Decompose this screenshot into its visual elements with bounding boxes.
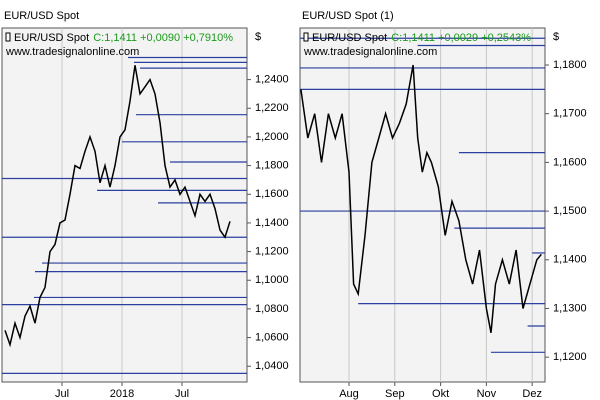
y-tick-label: 1,0600 [255,331,289,343]
y-tick-label: 1,1200 [255,245,289,257]
x-tick-label: Okt [432,388,449,400]
y-tick-label: 1,1300 [553,302,587,314]
y-tick-label: 1,1700 [553,108,587,120]
legend-name: EUR/USD Spot [312,32,387,44]
panel-title: EUR/USD Spot (1) [302,10,394,22]
x-tick-label: Sep [385,388,405,400]
price-line [300,64,542,333]
y-tick-label: 1,1400 [255,217,289,229]
y-tick-label: 1,1800 [255,159,289,171]
y-tick-label: 1,2400 [255,74,289,86]
price-line [4,65,231,348]
watermark: www.tradesignalonline.com [5,46,139,58]
x-tick-label: 2018 [110,388,134,400]
y-tick-label: 1,1800 [553,59,587,71]
x-tick-label: Jul [175,388,189,400]
x-tick-label: Dez [522,388,542,400]
legend-quote: C:1,1411 +0,0090 +0,7910% [93,32,233,44]
x-tick-label: Nov [477,388,497,400]
y-tick-label: 1,1400 [553,254,587,266]
y-tick-label: 1,0800 [255,303,289,315]
axis-unit: $ [553,31,559,43]
y-tick-label: 1,0400 [255,360,289,372]
legend-entry: EUR/USD Spot C:1,1411 +0,0090 +0,7910% [14,32,233,44]
legend-quote: C:1,1411 +0,0029 +0,2543% [391,32,531,44]
legend-entry: EUR/USD Spot C:1,1411 +0,0029 +0,2543% [312,32,531,44]
axis-unit: $ [255,31,261,43]
y-tick-label: 1,2200 [255,102,289,114]
x-tick-label: Jul [55,388,69,400]
plot-area [299,27,546,383]
y-tick-label: 1,1200 [553,351,587,363]
y-tick-label: 1,2000 [255,131,289,143]
y-tick-label: 1,1500 [553,205,587,217]
legend-icon [303,32,309,42]
x-tick-label: Aug [339,388,359,400]
plot-area [1,27,248,383]
watermark: www.tradesignalonline.com [303,46,437,58]
y-tick-label: 1,1000 [255,274,289,286]
y-tick-label: 1,1600 [553,156,587,168]
legend-icon [5,32,11,42]
y-tick-label: 1,1600 [255,188,289,200]
legend-name: EUR/USD Spot [14,32,89,44]
panel-title: EUR/USD Spot [4,10,79,22]
